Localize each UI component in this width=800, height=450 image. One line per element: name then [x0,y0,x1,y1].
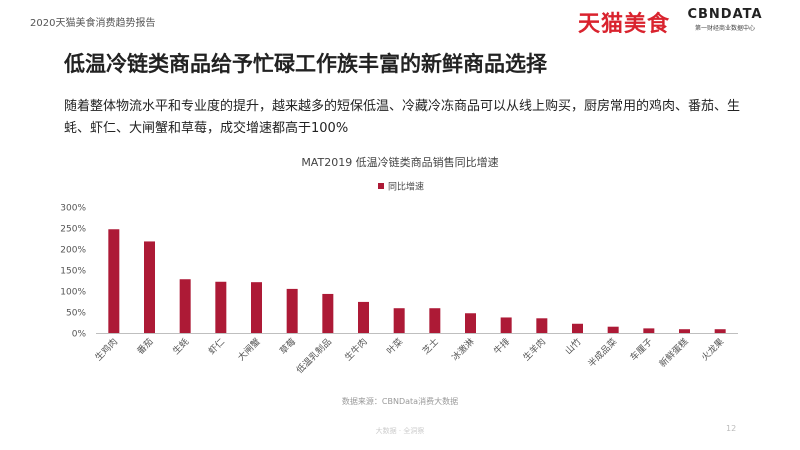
y-tick-label: 50% [66,309,86,319]
bar [358,301,369,333]
bar [286,288,298,333]
x-tick-label: 番茄 [134,336,155,357]
x-tick-label: 火龙果 [699,336,727,364]
bar [144,241,155,333]
x-tick-label: 车厘子 [627,336,655,364]
bar [215,281,227,333]
page-number: 12 [726,424,737,433]
y-tick-label: 150% [60,267,86,277]
y-tick-label: 300% [60,204,86,214]
y-tick-label: 250% [60,225,86,235]
bar [679,329,690,333]
legend-label: 同比增速 [388,181,424,193]
x-tick-label: 山竹 [562,336,583,357]
x-tick-label: 草莓 [277,336,298,357]
report-label: 2020天猫美食消费趋势报告 [30,18,156,29]
x-tick-label: 生鸡肉 [92,336,120,364]
x-tick-label: 虾仁 [206,336,227,357]
x-tick-label: 芝士 [420,336,441,357]
x-tick-label: 叶菜 [384,336,405,357]
bar [643,328,655,333]
bar [251,282,262,333]
footer-watermark: 大数据 · 全洞察 [375,427,425,435]
x-tick-label: 牛排 [491,336,512,357]
cbndata-tagline: 第一财经商业数据中心 [694,25,755,32]
x-tick-label: 生牛肉 [342,336,370,364]
y-tick-label: 0% [72,330,87,340]
bar [500,317,512,333]
bar [465,313,476,333]
bar [714,329,726,333]
bars [108,229,726,333]
bar [108,229,120,333]
cbndata-logo: CBNDATA 第一财经商业数据中心 [677,7,773,32]
x-tick-label: 半成品菜 [585,336,619,370]
chart-title: MAT2019 低温冷链类商品销售同比增速 [301,155,498,169]
x-tick-label: 低温乳制品 [294,336,334,376]
bar [429,308,441,333]
page-title: 低温冷链类商品给予忙碌工作族丰富的新鲜商品选择 [64,52,547,76]
legend-swatch [378,183,384,189]
x-tick-label: 大闸蟹 [235,336,263,364]
x-tick-label: 新鲜蛋糕 [657,336,691,370]
tmall-food-logo: 天猫美食 [578,12,671,37]
bar [607,326,619,333]
x-tick-label: 生羊肉 [520,336,548,364]
y-axis: 0% 50% 100% 150% 200% 250% 300% [60,204,86,340]
cbndata-logo-text: CBNDATA [687,7,763,22]
bar [322,293,334,333]
x-tick-label: 冰激淋 [449,336,477,364]
bar [179,279,191,333]
bar [536,318,548,333]
y-tick-label: 100% [60,288,86,298]
y-tick-label: 200% [60,246,86,256]
data-source-note: 数据来源：CBNData消费大数据 [341,397,459,406]
bar [393,308,405,333]
x-tick-label: 生蚝 [170,336,191,357]
page-description: 随着整体物流水平和专业度的提升，越来越多的短保低温、冷藏冷冻商品可以从线上购买，… [64,99,741,136]
bar [572,323,583,333]
